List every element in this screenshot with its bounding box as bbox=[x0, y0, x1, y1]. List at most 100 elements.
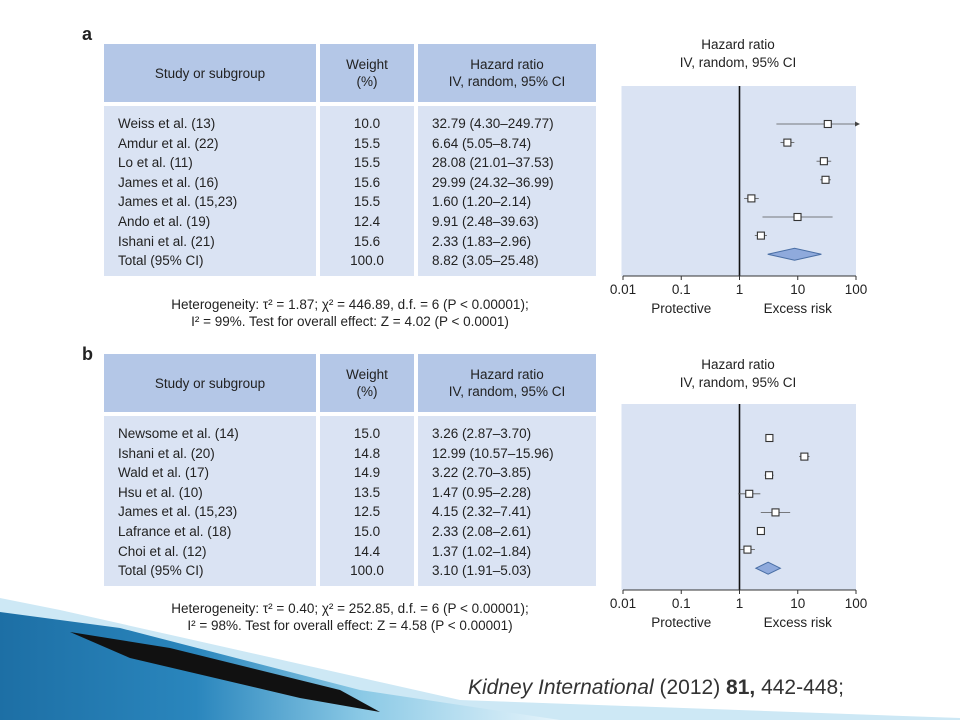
study-column: Weiss et al. (13) Amdur et al. (22) Lo e… bbox=[104, 106, 316, 276]
hr-point-marker bbox=[765, 433, 774, 443]
study-name: Weiss et al. (13) bbox=[118, 116, 216, 131]
hr-column: 3.26 (2.87–3.70) 12.99 (10.57–15.96) 3.2… bbox=[418, 416, 596, 586]
weight-value: 15.5 bbox=[353, 135, 381, 151]
study-name: Wald et al. (17) bbox=[118, 465, 210, 481]
heterogeneity-line2: I² = 99%. Test for overall effect: Z = 4… bbox=[191, 314, 509, 329]
hr-point-marker bbox=[823, 119, 832, 129]
x-tick-label: 0.01 bbox=[610, 596, 636, 611]
pooled-estimate-diamond bbox=[767, 247, 822, 261]
weight-rows: 10.0 15.5 15.5 15.6 15.5 12.4 15.6 100.0 bbox=[320, 114, 414, 271]
panel-a-heterogeneity: Heterogeneity: τ² = 1.87; χ² = 446.89, d… bbox=[104, 296, 596, 330]
hr-point-marker bbox=[793, 212, 802, 222]
x-tick-label: 0.1 bbox=[672, 282, 691, 297]
hr-value: 28.08 (21.01–37.53) bbox=[432, 155, 554, 171]
hr-column-header: Hazard ratio IV, random, 95% CI bbox=[418, 354, 596, 412]
hr-value: 6.64 (5.05–8.74) bbox=[432, 135, 532, 151]
plot-title-line2: IV, random, 95% CI bbox=[679, 375, 797, 390]
hr-point-marker bbox=[821, 175, 830, 184]
hr-value: 32.79 (4.30–249.77) bbox=[432, 116, 554, 131]
weight-value: 14.8 bbox=[353, 445, 381, 461]
weight-column-header: Weight (%) bbox=[320, 354, 414, 412]
weight-header-line2: (%) bbox=[356, 74, 378, 89]
hr-value: 2.33 (2.08–2.61) bbox=[432, 523, 532, 539]
study-name: Lafrance et al. (18) bbox=[118, 523, 232, 539]
citation-pages: 442-448; bbox=[761, 676, 844, 699]
weight-value: 15.0 bbox=[353, 523, 381, 539]
heterogeneity-line2: I² = 98%. Test for overall effect: Z = 4… bbox=[187, 618, 513, 633]
hr-total: 3.10 (1.91–5.03) bbox=[432, 563, 532, 579]
hr-point-marker bbox=[756, 526, 765, 536]
heterogeneity-line1: Heterogeneity: τ² = 1.87; χ² = 446.89, d… bbox=[171, 297, 529, 312]
panel-b-heterogeneity: Heterogeneity: τ² = 0.40; χ² = 252.85, d… bbox=[104, 600, 596, 634]
weight-value: 13.5 bbox=[353, 484, 381, 500]
total-label: Total (95% CI) bbox=[118, 253, 204, 269]
heterogeneity-line1: Heterogeneity: τ² = 0.40; χ² = 252.85, d… bbox=[171, 601, 529, 616]
weight-value: 12.5 bbox=[353, 504, 381, 520]
citation-year: (2012) bbox=[659, 676, 721, 699]
study-column-header: Study or subgroup bbox=[104, 44, 316, 102]
hr-value: 1.37 (1.02–1.84) bbox=[432, 543, 532, 559]
protective-label: Protective bbox=[651, 301, 711, 316]
x-tick-label: 1 bbox=[736, 596, 744, 611]
weight-value: 15.0 bbox=[353, 426, 381, 441]
hr-point-marker bbox=[743, 545, 752, 554]
study-name: James et al. (15,23) bbox=[118, 194, 238, 210]
panel-b-plot-title: Hazard ratio IV, random, 95% CI bbox=[618, 356, 858, 392]
weight-value: 10.0 bbox=[353, 116, 381, 131]
x-tick-label: 10 bbox=[790, 596, 805, 611]
weight-column: 10.0 15.5 15.5 15.6 15.5 12.4 15.6 100.0 bbox=[320, 106, 414, 276]
study-column-header: Study or subgroup bbox=[104, 354, 316, 412]
weight-column-header: Weight (%) bbox=[320, 44, 414, 102]
protective-label: Protective bbox=[651, 615, 711, 630]
hr-value: 9.91 (2.48–39.63) bbox=[432, 213, 539, 229]
weight-value: 14.4 bbox=[353, 543, 381, 559]
hr-point-marker bbox=[783, 138, 792, 147]
hr-point-marker bbox=[765, 471, 774, 480]
study-name: Lo et al. (11) bbox=[118, 155, 193, 171]
weight-header-line1: Weight bbox=[346, 57, 388, 72]
pooled-estimate-diamond bbox=[754, 561, 782, 575]
study-column: Newsome et al. (14) Ishani et al. (20) W… bbox=[104, 416, 316, 586]
hr-header-line1: Hazard ratio bbox=[470, 57, 544, 72]
x-tick-label: 10 bbox=[790, 282, 805, 297]
study-rows: Newsome et al. (14) Ishani et al. (20) W… bbox=[118, 424, 239, 581]
study-name: James et al. (16) bbox=[118, 174, 219, 190]
plot-title-line1: Hazard ratio bbox=[701, 37, 775, 52]
panel-a-letter: a bbox=[82, 24, 93, 44]
citation-volume: 81, bbox=[726, 676, 756, 699]
hr-point-marker bbox=[819, 157, 828, 166]
study-name: Choi et al. (12) bbox=[118, 543, 207, 559]
study-name: Ishani et al. (21) bbox=[118, 233, 215, 249]
study-name: Ando et al. (19) bbox=[118, 213, 211, 229]
hr-value: 3.22 (2.70–3.85) bbox=[432, 465, 532, 481]
weight-value: 15.5 bbox=[353, 194, 381, 210]
hr-value: 4.15 (2.32–7.41) bbox=[432, 504, 532, 520]
study-header-label: Study or subgroup bbox=[154, 375, 266, 391]
hr-rows: 32.79 (4.30–249.77) 6.64 (5.05–8.74) 28.… bbox=[432, 114, 554, 271]
weight-value: 12.4 bbox=[353, 213, 381, 229]
hr-point-marker bbox=[756, 231, 765, 240]
hr-value: 3.26 (2.87–3.70) bbox=[432, 426, 532, 441]
weight-total: 100.0 bbox=[350, 253, 384, 269]
panel-b-letter: b bbox=[82, 344, 93, 364]
citation-journal: Kidney International bbox=[468, 676, 654, 699]
theme-wave-dark bbox=[70, 632, 380, 712]
hr-header-line1: Hazard ratio bbox=[470, 367, 544, 382]
hr-point-marker bbox=[800, 452, 809, 461]
hr-value: 29.99 (24.32–36.99) bbox=[432, 174, 554, 190]
hr-header-line2: IV, random, 95% CI bbox=[448, 384, 566, 399]
study-name: Amdur et al. (22) bbox=[118, 135, 219, 151]
panel-a-forest-plot: 0.01 0.1 1 10 100 Protective Excess risk bbox=[610, 86, 868, 316]
hr-total: 8.82 (3.05–25.48) bbox=[432, 253, 539, 269]
hr-column: 32.79 (4.30–249.77) 6.64 (5.05–8.74) 28.… bbox=[418, 106, 596, 276]
journal-citation: Kidney International (2012) 81, 442-448; bbox=[468, 676, 844, 700]
x-tick-label: 100 bbox=[845, 282, 868, 297]
weight-column: 15.0 14.8 14.9 13.5 12.5 15.0 14.4 100.0 bbox=[320, 416, 414, 586]
weight-rows: 15.0 14.8 14.9 13.5 12.5 15.0 14.4 100.0 bbox=[320, 424, 414, 581]
weight-value: 15.6 bbox=[353, 174, 381, 190]
panel-b-table: Study or subgroup Weight (%) Hazard rati… bbox=[104, 354, 596, 586]
excess-risk-label: Excess risk bbox=[764, 615, 833, 630]
total-label: Total (95% CI) bbox=[118, 563, 204, 579]
study-name: Ishani et al. (20) bbox=[118, 445, 215, 461]
plot-title-line1: Hazard ratio bbox=[701, 357, 775, 372]
